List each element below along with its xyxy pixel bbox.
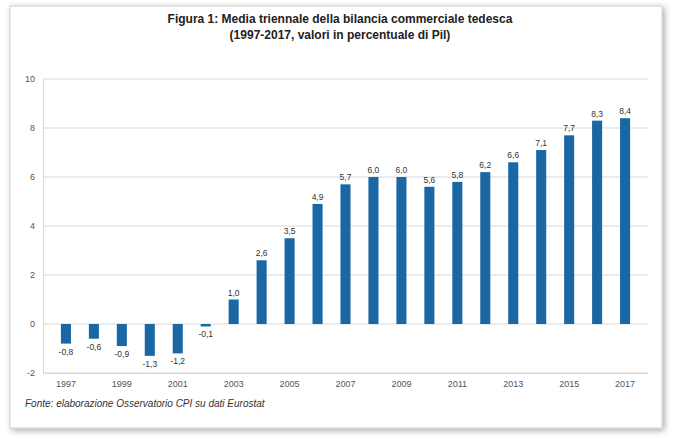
data-label: 5,8 xyxy=(451,170,463,180)
bar xyxy=(201,324,211,326)
x-tick: 2003 xyxy=(224,379,244,389)
y-tick-label: 4 xyxy=(30,221,35,231)
y-tick: 2 xyxy=(30,270,43,280)
data-label: 6,6 xyxy=(507,150,519,160)
x-tick: 2017 xyxy=(615,379,635,389)
bar xyxy=(452,182,462,324)
x-tick: 1999 xyxy=(112,379,132,389)
y-axis: -2 0 2 4 6 8 10 xyxy=(25,74,44,378)
bar xyxy=(285,238,295,324)
x-tick: 2009 xyxy=(391,379,411,389)
x-axis: 1997 1999 2001 2003 2005 2007 2009 2011 2013 2015… xyxy=(44,374,649,390)
data-label: -1,2 xyxy=(170,356,185,366)
card-frame xyxy=(10,6,662,428)
bar xyxy=(257,260,267,324)
y-tick: 4 xyxy=(30,221,43,231)
bar xyxy=(145,324,155,356)
y-tick-label: 2 xyxy=(30,270,35,280)
x-axis-line xyxy=(44,373,649,374)
x-tick: 2005 xyxy=(280,379,300,389)
bar xyxy=(89,324,99,339)
data-label: 1,0 xyxy=(228,288,240,298)
bar xyxy=(173,324,183,353)
x-tick: 2015 xyxy=(559,379,579,389)
data-label: -0,6 xyxy=(87,342,102,352)
data-label: -1,3 xyxy=(142,359,157,369)
y-tick: -2 xyxy=(27,368,43,378)
data-label: -0,1 xyxy=(198,329,213,339)
data-label: 6,0 xyxy=(368,165,380,175)
bar xyxy=(117,324,127,346)
y-tick-label: 6 xyxy=(30,172,35,182)
data-label: 5,7 xyxy=(340,172,352,182)
x-tick-label: 1997 xyxy=(56,379,76,389)
y-tick: 6 xyxy=(30,172,43,182)
data-label: 6,0 xyxy=(396,165,408,175)
x-tick-label: 1999 xyxy=(112,379,132,389)
x-tick-label: 2015 xyxy=(559,379,579,389)
bar xyxy=(564,135,574,324)
x-tick: 2011 xyxy=(448,379,467,389)
x-tick: 1997 xyxy=(56,379,76,389)
chart-svg: Figura 1: Media triennale della bilancia… xyxy=(0,0,678,441)
grid xyxy=(43,79,648,373)
data-label: 3,5 xyxy=(284,226,296,236)
x-tick-label: 2005 xyxy=(280,379,300,389)
x-tick: 2007 xyxy=(335,379,355,389)
bar xyxy=(229,300,239,325)
grid-line xyxy=(43,128,648,129)
data-label: -0,8 xyxy=(59,347,74,357)
bar xyxy=(340,184,350,324)
data-label: 2,6 xyxy=(256,248,268,258)
bar xyxy=(536,150,546,324)
y-tick-label: -2 xyxy=(27,368,35,378)
x-tick-label: 2001 xyxy=(168,379,188,389)
data-label: 8,3 xyxy=(591,109,603,119)
bar xyxy=(620,118,630,324)
y-tick: 10 xyxy=(25,74,43,84)
bar xyxy=(313,204,323,324)
grid-line xyxy=(43,79,648,80)
bars xyxy=(61,118,630,356)
bar xyxy=(424,187,434,324)
x-tick-label: 2009 xyxy=(391,379,411,389)
x-tick-label: 2013 xyxy=(503,379,523,389)
chart-title: Figura 1: Media triennale della bilancia… xyxy=(168,12,513,26)
source-note: Fonte: elaborazione Osservatorio CPI su … xyxy=(25,398,266,409)
data-labels: -0,8 -0,6 -0,9 -1,3 -1,2 -0,1 1,0 2,6 3,5 4,9 5,7 6… xyxy=(59,106,632,369)
y-tick: 0 xyxy=(30,319,43,329)
x-tick: 2001 xyxy=(168,379,188,389)
x-tick-label: 2017 xyxy=(615,379,635,389)
bar xyxy=(508,162,518,324)
y-tick-label: 0 xyxy=(30,319,35,329)
y-tick-label: 8 xyxy=(30,123,35,133)
data-label: 4,9 xyxy=(312,192,324,202)
x-tick-label: 2011 xyxy=(448,379,467,389)
bar xyxy=(592,121,602,324)
y-axis-line xyxy=(43,80,44,374)
data-label: -0,9 xyxy=(115,349,130,359)
data-label: 7,7 xyxy=(563,123,575,133)
bar xyxy=(396,177,406,324)
y-tick-label: 10 xyxy=(25,74,35,84)
bar xyxy=(480,172,490,324)
chart-subtitle: (1997-2017, valori in percentuale di Pil… xyxy=(230,28,451,42)
y-tick: 8 xyxy=(30,123,43,133)
x-tick-label: 2003 xyxy=(224,379,244,389)
x-tick-label: 2007 xyxy=(335,379,355,389)
grid-line xyxy=(43,373,648,374)
data-label: 6,2 xyxy=(479,160,491,170)
data-label: 7,1 xyxy=(535,138,547,148)
bar xyxy=(368,177,378,324)
bar xyxy=(61,324,71,344)
data-label: 8,4 xyxy=(619,106,631,116)
data-label: 5,6 xyxy=(423,175,435,185)
x-tick: 2013 xyxy=(503,379,523,389)
